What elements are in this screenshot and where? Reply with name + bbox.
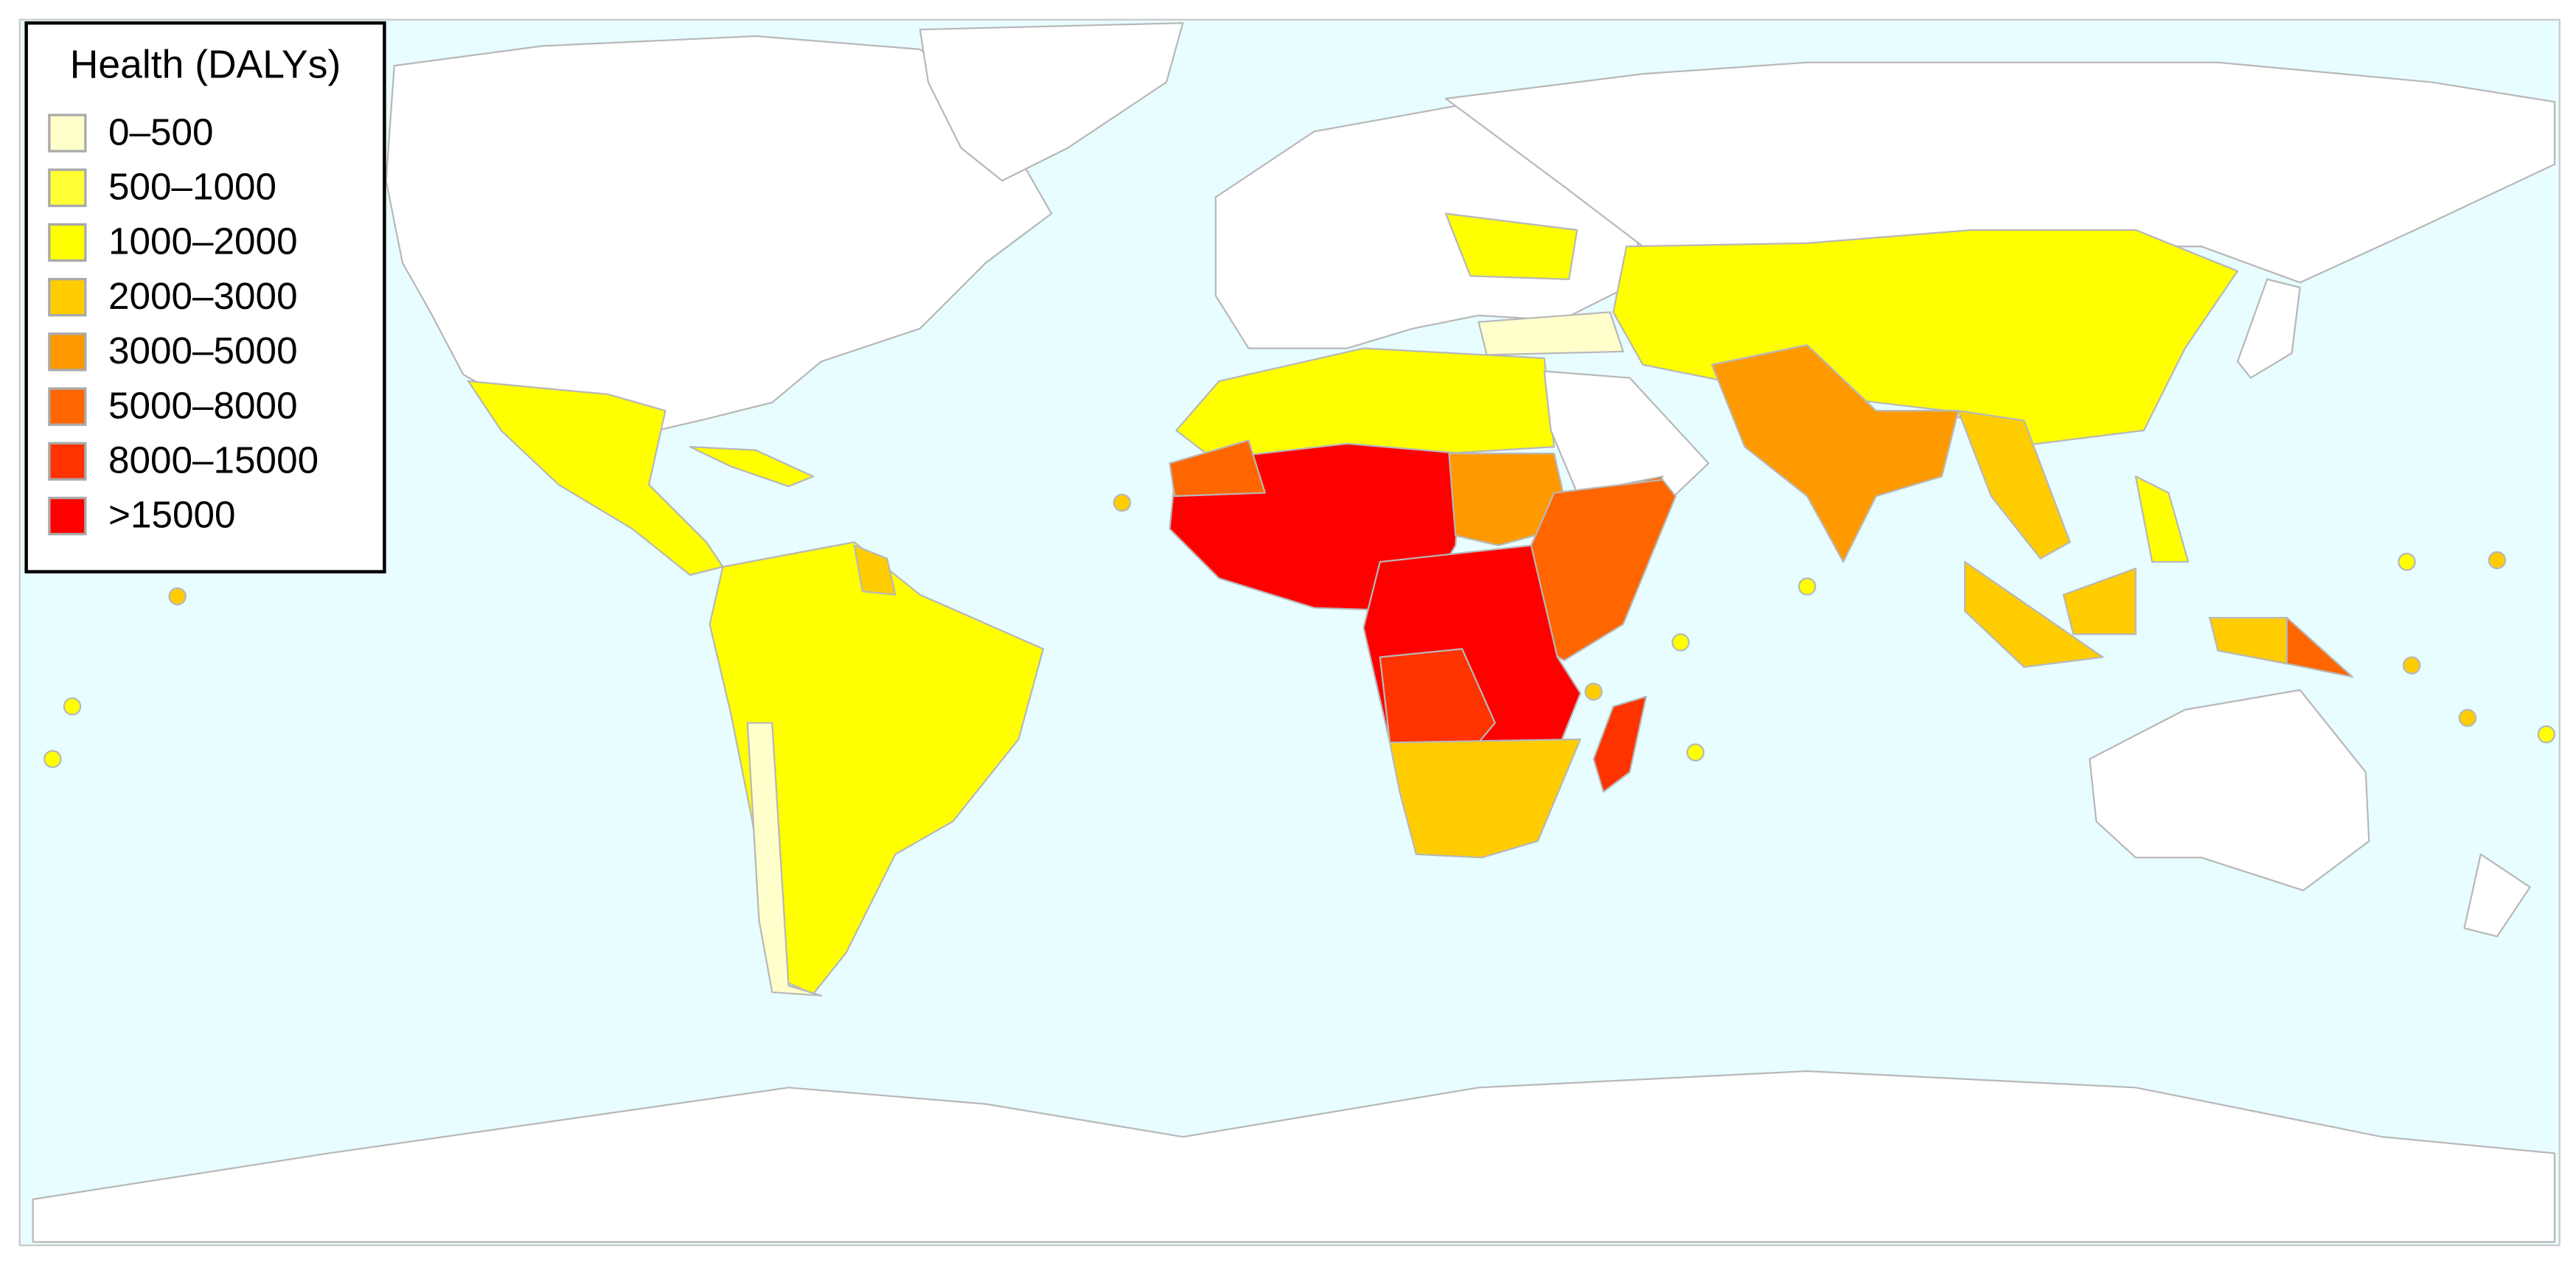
- regions: [32, 22, 2556, 1243]
- madagascar: [1592, 695, 1647, 793]
- antarctica: [32, 1070, 2556, 1243]
- island: [168, 587, 187, 606]
- caribbean: [689, 446, 815, 487]
- legend-label: 8000–15000: [108, 439, 318, 481]
- asia: [1612, 229, 2239, 448]
- sumatra-java: [1963, 561, 2104, 668]
- island: [2488, 551, 2507, 570]
- legend-swatch: [48, 168, 87, 207]
- island: [1584, 682, 1603, 701]
- legend-swatch: [48, 223, 87, 262]
- island: [1797, 577, 1817, 596]
- turkey: [1477, 311, 1624, 356]
- legend-swatch: [48, 442, 87, 481]
- island: [2402, 656, 2421, 675]
- legend-label: 3000–5000: [108, 330, 298, 372]
- island: [2537, 725, 2556, 744]
- island: [1113, 493, 1132, 512]
- sudan: [1448, 452, 1572, 547]
- island: [2458, 708, 2477, 728]
- legend-label: 1000–2000: [108, 220, 298, 262]
- borneo: [2062, 567, 2137, 635]
- legend-swatch: [48, 332, 87, 372]
- southeast-asia: [1957, 410, 2071, 560]
- legend-label: 500–1000: [108, 165, 276, 207]
- north-america: [385, 35, 1053, 432]
- legend-label: 0–500: [108, 111, 214, 153]
- island: [2398, 552, 2416, 571]
- legend-label: 2000–3000: [108, 275, 298, 317]
- legend-label: >15000: [108, 494, 235, 536]
- island: [1671, 633, 1690, 652]
- legend-swatch: [48, 387, 87, 426]
- chile: [746, 722, 823, 997]
- new-zealand: [2463, 853, 2531, 938]
- philippines: [2134, 475, 2190, 563]
- senegal: [1169, 439, 1266, 498]
- legend: Health (DALYs) 0–500 500–1000 1000–2000 200…: [24, 21, 386, 574]
- ukraine: [1444, 212, 1578, 280]
- legend-swatch: [48, 114, 87, 153]
- greenland: [919, 22, 1184, 182]
- guyana: [853, 544, 897, 596]
- island: [63, 697, 82, 716]
- legend-label: 5000–8000: [108, 384, 298, 426]
- legend-swatch: [48, 496, 87, 536]
- papua-new-guinea: [2286, 616, 2354, 678]
- australia: [2089, 689, 2370, 891]
- japan: [2236, 278, 2301, 379]
- island: [1686, 743, 1705, 762]
- india: [1710, 344, 1960, 563]
- southern-africa: [1389, 738, 1581, 859]
- south-america: [709, 541, 1045, 995]
- legend-title: Health (DALYs): [70, 43, 341, 86]
- island: [43, 750, 62, 768]
- legend-swatch: [48, 277, 87, 317]
